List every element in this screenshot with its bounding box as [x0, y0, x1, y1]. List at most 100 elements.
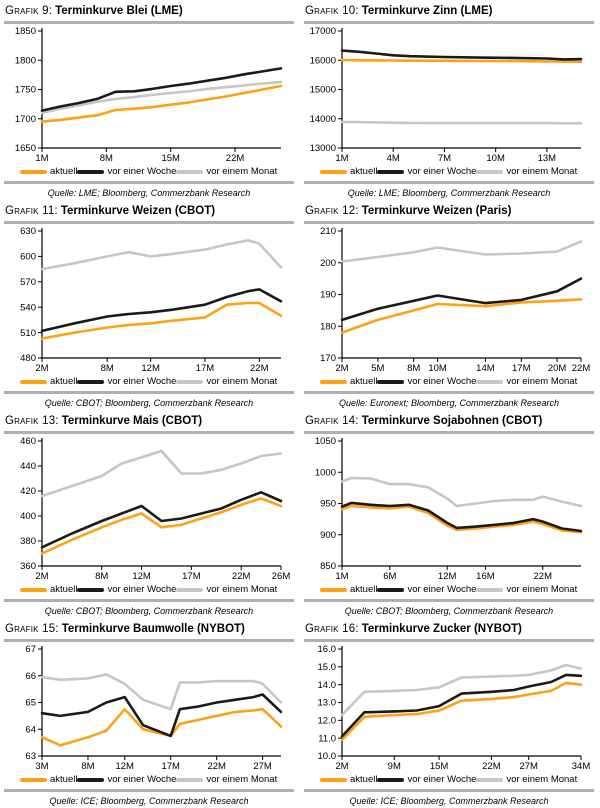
- svg-text:8M: 8M: [100, 153, 113, 164]
- legend-item-aktuell: aktuell: [320, 166, 377, 178]
- svg-text:2M: 2M: [35, 571, 48, 582]
- legend-swatch-woche: [77, 380, 105, 384]
- chart-title-text: Terminkurve Blei (LME): [55, 5, 183, 17]
- svg-text:63: 63: [25, 751, 36, 762]
- svg-text:14M: 14M: [476, 363, 495, 374]
- legend-label: vor einer Woche: [107, 774, 177, 785]
- title-divider: [304, 639, 594, 642]
- title-divider: [304, 221, 594, 224]
- legend-label: aktuell: [50, 376, 78, 387]
- legend-label: vor einem Monat: [506, 774, 578, 785]
- svg-text:12.0: 12.0: [318, 716, 337, 727]
- legend: aktuell vor einer Woche vor einem Monat: [4, 773, 294, 789]
- legend-item-woche: vor einer Woche: [77, 774, 176, 786]
- legend-label: aktuell: [350, 774, 378, 785]
- footer-divider: [4, 391, 294, 394]
- legend: aktuell vor einer Woche vor einem Monat: [4, 583, 294, 599]
- footer-divider: [304, 789, 594, 792]
- svg-text:17M: 17M: [196, 363, 215, 374]
- svg-text:16000: 16000: [310, 55, 336, 66]
- source-note: Quelle: CBOT; Bloomberg, Commerzbank Res…: [44, 606, 254, 616]
- legend-item-monat: vor einem Monat: [476, 584, 577, 596]
- svg-text:20M: 20M: [548, 363, 567, 374]
- legend-swatch-monat: [476, 778, 504, 782]
- legend-swatch-aktuell: [20, 588, 47, 592]
- legend-label: vor einem Monat: [506, 376, 578, 387]
- source-note: Quelle: ICE; Bloomberg, Commerzbank Rese…: [49, 796, 249, 806]
- svg-text:7M: 7M: [438, 153, 451, 164]
- svg-text:5M: 5M: [371, 363, 384, 374]
- svg-text:8M: 8M: [81, 761, 94, 772]
- legend-swatch-aktuell: [320, 778, 347, 782]
- legend-item-aktuell: aktuell: [20, 774, 77, 786]
- svg-text:12M: 12M: [132, 571, 151, 582]
- legend-swatch-monat: [476, 588, 504, 592]
- svg-text:2M: 2M: [335, 761, 348, 772]
- svg-text:8M: 8M: [95, 571, 108, 582]
- legend: aktuell vor einer Woche vor einem Monat: [304, 773, 594, 789]
- legend: aktuell vor einer Woche vor einem Monat: [304, 583, 594, 599]
- title-divider: [304, 21, 594, 24]
- chart-title: Grafik 9: Terminkurve Blei (LME): [5, 4, 294, 18]
- legend-swatch-aktuell: [320, 588, 347, 592]
- legend-item-monat: vor einem Monat: [176, 774, 277, 786]
- legend-swatch-woche: [77, 170, 105, 174]
- legend-label: vor einer Woche: [407, 584, 477, 595]
- chart-title: Grafik 16: Terminkurve Zucker (NYBOT): [305, 622, 594, 636]
- source-note: Quelle: CBOT; Bloomberg, Commerzbank Res…: [344, 606, 554, 616]
- svg-text:190: 190: [320, 290, 336, 301]
- svg-text:22M: 22M: [534, 571, 553, 582]
- legend: aktuell vor einer Woche vor einem Monat: [304, 375, 594, 391]
- title-divider: [304, 431, 594, 434]
- line-chart-weizen-paris: 170 180 190 200 210 2M 5M 8M 10M 14M 17M 20M 22M: [320, 226, 591, 374]
- source-note: Quelle: LME; Bloomberg, Commerzbank Rese…: [347, 188, 551, 198]
- legend-label: aktuell: [50, 774, 78, 785]
- svg-text:9M: 9M: [388, 761, 401, 772]
- legend-swatch-woche: [77, 588, 105, 592]
- legend-swatch-aktuell: [20, 778, 47, 782]
- legend-item-aktuell: aktuell: [20, 166, 77, 178]
- chart-title-text: Terminkurve Weizen (CBOT): [60, 205, 216, 217]
- svg-text:950: 950: [320, 499, 336, 510]
- svg-text:6M: 6M: [383, 571, 396, 582]
- svg-text:15M: 15M: [161, 153, 180, 164]
- legend-label: vor einer Woche: [107, 376, 177, 387]
- legend-swatch-monat: [476, 170, 504, 174]
- legend-item-aktuell: aktuell: [20, 376, 77, 388]
- legend-label: aktuell: [50, 166, 78, 177]
- source-note: Quelle: LME; Bloomberg, Commerzbank Rese…: [47, 188, 251, 198]
- source-note: Quelle: CBOT; Bloomberg, Commerzbank Res…: [44, 398, 254, 408]
- legend-label: vor einer Woche: [107, 584, 177, 595]
- title-divider: [4, 639, 294, 642]
- chart-label: Grafik 9:: [5, 5, 53, 17]
- svg-text:12M: 12M: [115, 761, 134, 772]
- svg-text:1050: 1050: [315, 436, 336, 447]
- chart-title-text: Terminkurve Zucker (NYBOT): [361, 623, 522, 635]
- footer-divider: [304, 181, 594, 184]
- svg-text:630: 630: [20, 226, 36, 237]
- legend-swatch-aktuell: [20, 380, 47, 384]
- legend-swatch-woche: [377, 380, 405, 384]
- legend: aktuell vor einer Woche vor einem Monat: [304, 165, 594, 181]
- svg-text:65: 65: [25, 698, 36, 709]
- svg-text:12M: 12M: [438, 571, 457, 582]
- chart-title: Grafik 11: Terminkurve Weizen (CBOT): [5, 204, 294, 218]
- title-divider: [4, 221, 294, 224]
- legend-item-woche: vor einer Woche: [377, 376, 476, 388]
- svg-text:180: 180: [320, 321, 336, 332]
- svg-text:10.0: 10.0: [318, 751, 337, 762]
- svg-text:22M: 22M: [572, 363, 591, 374]
- line-chart-weizen-cbot: 480 510 540 570 600 630 2M 8M 12M 17M 22M: [20, 226, 283, 374]
- legend-item-monat: vor einem Monat: [176, 166, 277, 178]
- svg-text:15M: 15M: [430, 761, 449, 772]
- legend-label: vor einer Woche: [407, 774, 477, 785]
- footer-divider: [4, 181, 294, 184]
- chart-title: Grafik 14: Terminkurve Sojabohnen (CBOT): [305, 414, 594, 428]
- svg-text:440: 440: [20, 461, 36, 472]
- legend-swatch-monat: [176, 380, 204, 384]
- svg-text:13M: 13M: [538, 153, 557, 164]
- svg-text:26M: 26M: [272, 571, 291, 582]
- legend-label: vor einem Monat: [206, 166, 278, 177]
- svg-text:22M: 22M: [226, 153, 245, 164]
